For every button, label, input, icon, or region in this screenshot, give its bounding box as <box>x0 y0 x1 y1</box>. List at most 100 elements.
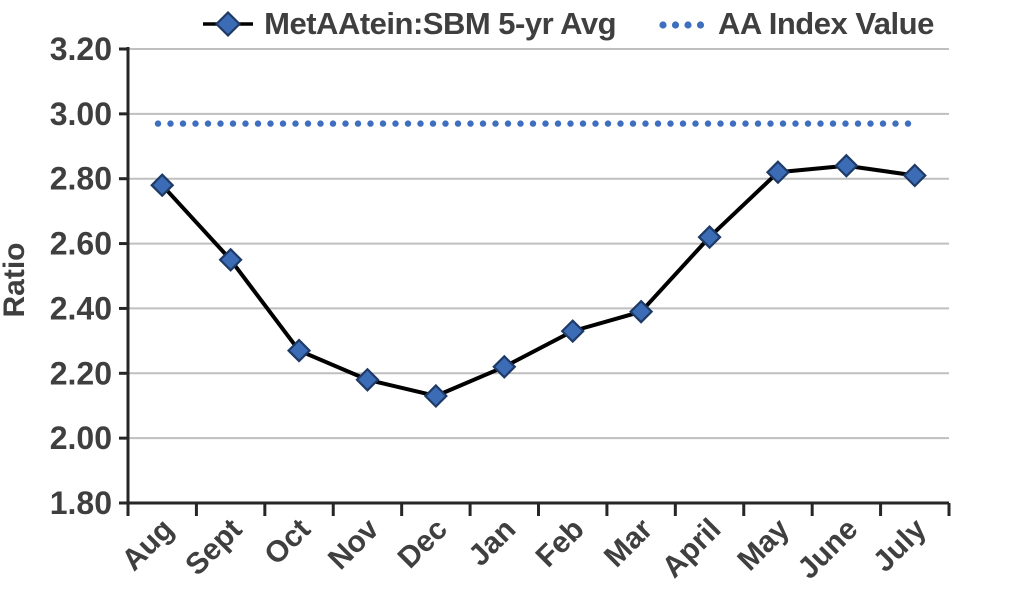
index-line-dot <box>279 120 287 127</box>
index-line-dot <box>842 120 849 127</box>
y-tick-label: 2.60 <box>50 226 112 262</box>
x-tick-label: Jan <box>462 513 522 573</box>
x-tick-label: Mar <box>598 512 659 573</box>
y-axis-title: Ratio <box>0 243 31 318</box>
index-line-dot <box>854 120 862 127</box>
index-line-dot <box>629 120 637 127</box>
index-line-dot <box>354 120 362 127</box>
index-line-dot <box>554 120 562 127</box>
index-line-dot <box>454 120 462 127</box>
index-line-dot <box>479 120 487 127</box>
data-point-marker <box>560 319 585 344</box>
index-line-dot <box>792 120 799 127</box>
series-line <box>160 163 916 398</box>
index-line-dot <box>579 120 587 127</box>
data-point-marker <box>218 247 243 272</box>
y-tick-label: 1.80 <box>50 485 112 521</box>
index-line-dot <box>704 120 712 127</box>
index-line-dot <box>392 120 399 127</box>
index-line-dot <box>429 120 437 127</box>
x-tick-label: Sept <box>179 513 248 582</box>
index-line-dot <box>767 120 774 127</box>
index-line-dot <box>779 120 787 127</box>
index-line-dot <box>379 120 387 127</box>
index-line-dot <box>804 120 812 127</box>
y-tick-label: 2.40 <box>50 290 112 326</box>
legend-label-index: AA Index Value <box>718 6 934 41</box>
data-point-marker <box>902 163 927 188</box>
y-tick-label: 3.20 <box>50 31 112 67</box>
index-line-dot <box>654 120 662 127</box>
data-point-marker <box>150 173 175 198</box>
index-line-dot <box>317 120 324 127</box>
index-line-dot <box>717 120 724 127</box>
index-line-dot <box>504 120 512 127</box>
index-line-dot <box>817 120 824 127</box>
index-line-dot <box>417 120 424 127</box>
y-tick-label: 3.00 <box>50 96 112 132</box>
data-point-marker <box>355 367 380 392</box>
index-line-dot <box>667 120 674 127</box>
index-line-dot <box>592 120 599 127</box>
x-tick-label: Oct <box>258 513 317 572</box>
index-line-dot <box>904 120 912 127</box>
index-line-dot <box>442 120 449 127</box>
index-line-dot <box>192 120 199 127</box>
x-tick-label: Dec <box>392 513 454 575</box>
index-line-dot <box>492 120 499 127</box>
data-point-marker <box>697 225 722 250</box>
index-line-dot <box>179 120 187 127</box>
y-tick-label: 2.20 <box>50 355 112 391</box>
chart-legend: MetAAtein:SBM 5-yr Avg AA Index Value <box>112 2 1024 46</box>
index-line-dot <box>867 120 874 127</box>
data-point-marker <box>765 160 791 185</box>
index-line-dot <box>217 120 224 127</box>
index-line-dot <box>542 120 549 127</box>
legend-label-series: MetAAtein:SBM 5-yr Avg <box>264 6 617 41</box>
x-tick-label: Nov <box>322 512 386 576</box>
index-line-dot <box>742 120 749 127</box>
index-line-dot <box>692 120 699 127</box>
y-tick-label: 2.00 <box>50 420 112 456</box>
x-tick-label: Aug <box>116 513 181 578</box>
index-line-dot <box>167 120 174 127</box>
legend-item-series: MetAAtein:SBM 5-yr Avg <box>202 6 617 42</box>
x-tick-label: June <box>791 513 864 586</box>
index-line-dot <box>617 120 624 127</box>
data-point-marker <box>492 354 517 379</box>
legend-dot <box>659 21 667 29</box>
x-tick-label: July <box>867 512 933 578</box>
dotted-line-marker-icon <box>659 21 705 29</box>
legend-item-index: AA Index Value <box>656 6 934 42</box>
index-line-dot <box>304 120 312 127</box>
index-line-dot <box>679 120 687 127</box>
index-line-dot <box>729 120 737 127</box>
index-line-dot <box>754 120 762 127</box>
data-point-marker <box>629 299 654 324</box>
index-line-dot <box>879 120 887 127</box>
index-line-dot <box>254 120 262 127</box>
index-line-dot <box>642 120 649 127</box>
x-tick-label: April <box>656 513 728 585</box>
x-tick-label: May <box>731 512 796 577</box>
legend-diamond <box>215 10 242 38</box>
index-line-dot <box>829 120 837 127</box>
index-line-dot <box>467 120 474 127</box>
legend-dot <box>684 21 692 29</box>
index-line-dot <box>154 120 162 127</box>
index-line-dot <box>567 120 574 127</box>
legend-dot <box>696 21 705 29</box>
y-tick-label: 2.80 <box>50 161 112 197</box>
index-line-dot <box>329 120 337 127</box>
index-line-dot <box>242 120 249 127</box>
data-point-marker <box>286 338 312 363</box>
data-point-marker <box>423 383 448 409</box>
legend-dot <box>671 21 680 29</box>
x-tick-label: Feb <box>530 513 591 574</box>
index-line-dot <box>292 120 299 127</box>
index-line-dot <box>229 120 237 127</box>
index-line-dot <box>604 120 612 127</box>
index-line-dot <box>892 120 899 127</box>
